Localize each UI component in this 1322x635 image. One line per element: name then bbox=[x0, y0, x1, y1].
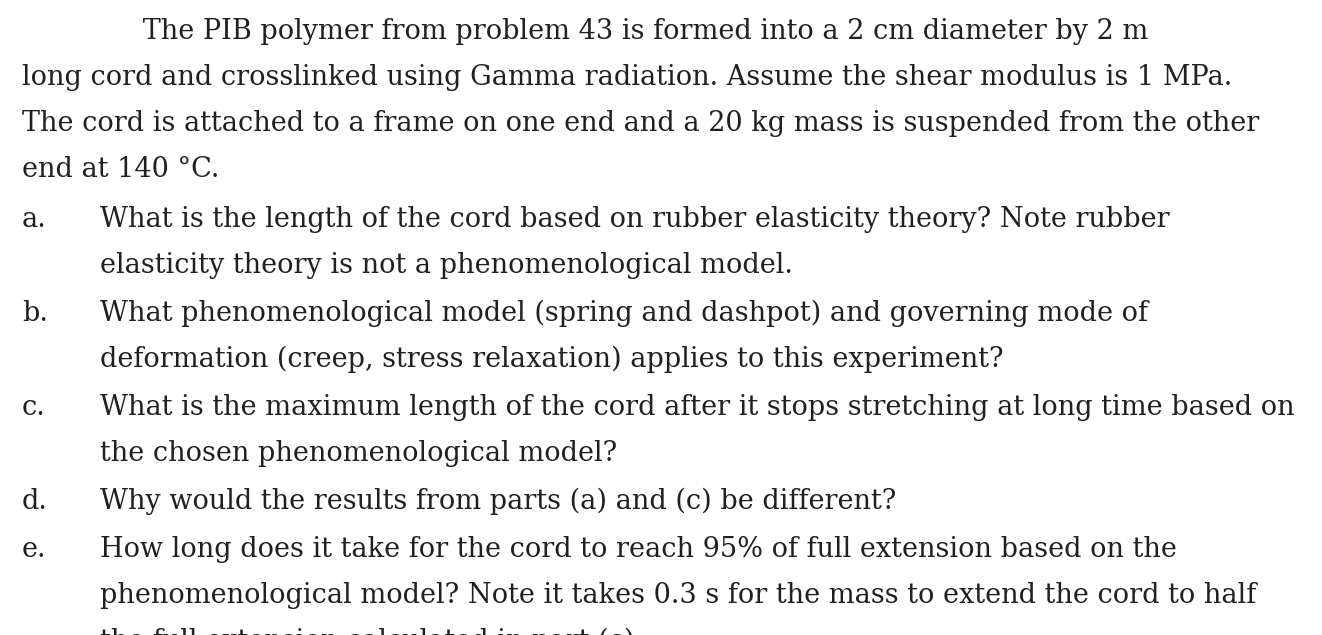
Text: deformation (creep, stress relaxation) applies to this experiment?: deformation (creep, stress relaxation) a… bbox=[100, 346, 1003, 373]
Text: What is the length of the cord based on rubber elasticity theory? Note rubber: What is the length of the cord based on … bbox=[100, 206, 1170, 233]
Text: Why would the results from parts (a) and (c) be different?: Why would the results from parts (a) and… bbox=[100, 488, 896, 516]
Text: c.: c. bbox=[22, 394, 46, 421]
Text: The PIB polymer from problem 43 is formed into a 2 cm diameter by 2 m: The PIB polymer from problem 43 is forme… bbox=[22, 18, 1149, 45]
Text: How long does it take for the cord to reach 95% of full extension based on the: How long does it take for the cord to re… bbox=[100, 536, 1177, 563]
Text: the chosen phenomenological model?: the chosen phenomenological model? bbox=[100, 440, 617, 467]
Text: the full extension calculated in part (c).: the full extension calculated in part (c… bbox=[100, 628, 642, 635]
Text: b.: b. bbox=[22, 300, 48, 327]
Text: e.: e. bbox=[22, 536, 46, 563]
Text: end at 140 °C.: end at 140 °C. bbox=[22, 156, 219, 183]
Text: d.: d. bbox=[22, 488, 48, 515]
Text: long cord and crosslinked using Gamma radiation. Assume the shear modulus is 1 M: long cord and crosslinked using Gamma ra… bbox=[22, 64, 1232, 91]
Text: What is the maximum length of the cord after it stops stretching at long time ba: What is the maximum length of the cord a… bbox=[100, 394, 1294, 421]
Text: The cord is attached to a frame on one end and a 20 kg mass is suspended from th: The cord is attached to a frame on one e… bbox=[22, 110, 1260, 137]
Text: What phenomenological model (spring and dashpot) and governing mode of: What phenomenological model (spring and … bbox=[100, 300, 1147, 328]
Text: phenomenological model? Note it takes 0.3 s for the mass to extend the cord to h: phenomenological model? Note it takes 0.… bbox=[100, 582, 1256, 609]
Text: elasticity theory is not a phenomenological model.: elasticity theory is not a phenomenologi… bbox=[100, 252, 793, 279]
Text: a.: a. bbox=[22, 206, 46, 233]
